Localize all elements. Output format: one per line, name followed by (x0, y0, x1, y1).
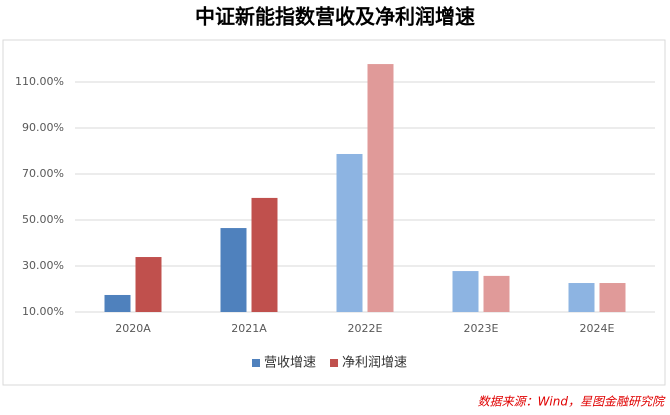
source-note: 数据来源：Wind，星图金融研究院 (478, 395, 666, 409)
y-tick-label: 30.00% (22, 259, 64, 272)
bar (135, 257, 162, 312)
y-tick-label: 110.00% (15, 75, 64, 88)
bar (220, 228, 247, 312)
legend-swatch (252, 359, 260, 367)
y-tick-label: 50.00% (22, 213, 64, 226)
x-tick-label: 2020A (115, 322, 151, 335)
y-tick-label: 70.00% (22, 167, 64, 180)
x-tick-label: 2024E (580, 322, 615, 335)
bar (104, 294, 131, 312)
chart-title: 中证新能指数营收及净利润增速 (195, 5, 475, 29)
bar (452, 271, 479, 312)
bar (568, 283, 595, 312)
x-tick-label: 2023E (464, 322, 499, 335)
legend-swatch (330, 359, 339, 367)
bar (367, 64, 394, 312)
bar (251, 197, 278, 312)
x-tick-label: 2021A (231, 322, 267, 335)
chart-border (2, 39, 666, 386)
legend-label: 净利润增速 (342, 356, 407, 371)
x-tick-label: 2022E (348, 322, 383, 335)
y-tick-label: 90.00% (22, 121, 64, 134)
bar (599, 283, 626, 312)
y-tick-label: 10.00% (22, 305, 64, 318)
legend-label: 营收增速 (264, 356, 316, 371)
bar (483, 275, 510, 312)
bar (336, 153, 363, 312)
